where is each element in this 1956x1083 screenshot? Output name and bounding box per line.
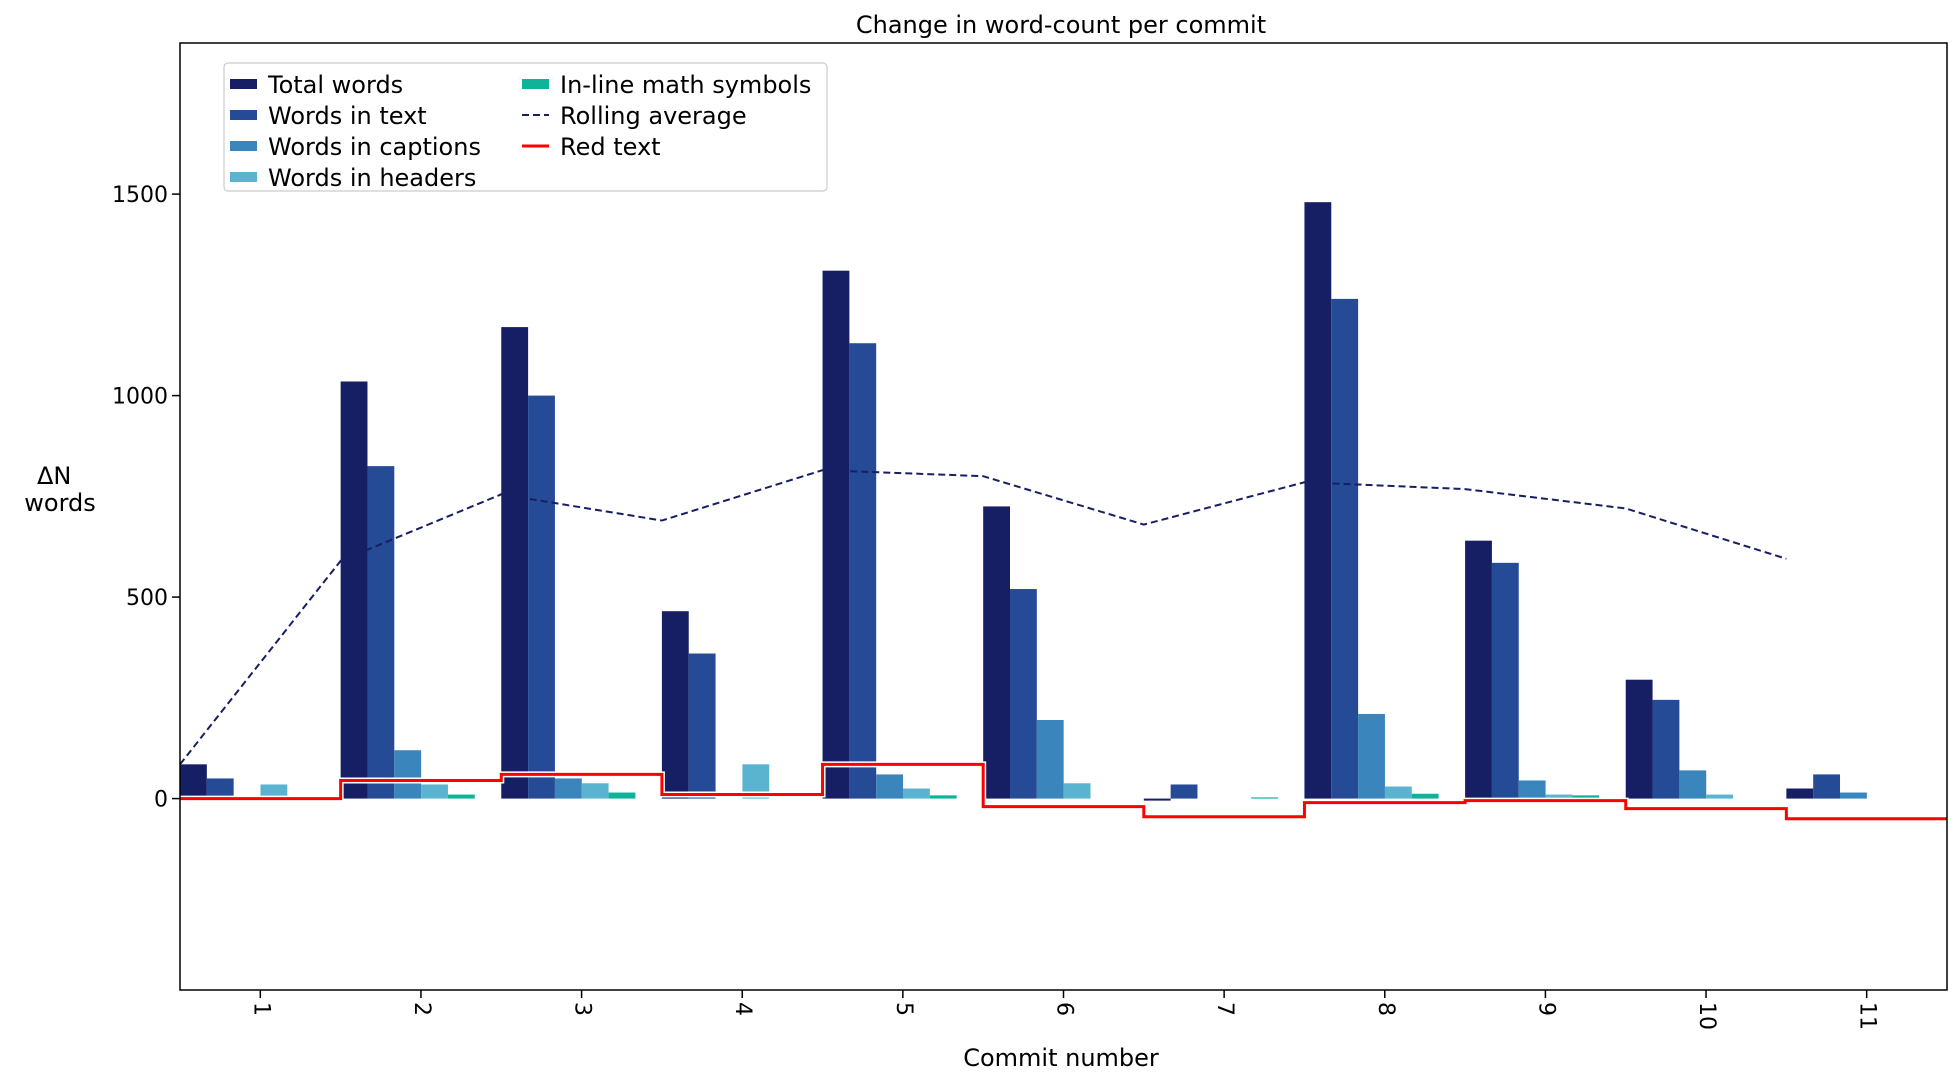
bar — [581, 783, 609, 799]
legend-label: Total words — [267, 71, 403, 99]
legend-swatch — [230, 110, 257, 120]
bar — [1384, 786, 1412, 799]
rolling-average-line — [179, 469, 1787, 765]
bar — [1331, 298, 1359, 799]
bar — [1143, 798, 1171, 801]
legend-label: Words in headers — [268, 164, 476, 192]
bar — [501, 327, 529, 799]
y-axis-ticks: 0 500 1000 1500 — [112, 183, 180, 813]
bar — [1036, 720, 1064, 799]
x-axis-ticks: 1 2 3 4 5 6 7 8 9 10 11 — [248, 990, 1880, 1030]
legend-swatch — [230, 141, 257, 151]
bar — [1786, 788, 1814, 799]
bar — [1491, 562, 1519, 799]
bar — [661, 611, 689, 799]
bar — [822, 270, 850, 799]
bar — [1304, 202, 1332, 799]
chart-title: Change in word-count per commit — [856, 11, 1266, 39]
y-tick-label: 1000 — [112, 385, 168, 410]
bar — [1251, 797, 1278, 799]
x-tick-label: 2 — [409, 1002, 434, 1016]
legend-frame — [223, 62, 828, 192]
bar — [340, 381, 368, 799]
y-axis-label-line: ΔN — [37, 462, 71, 490]
x-axis-label: Commit number — [963, 1044, 1159, 1072]
bar — [180, 764, 207, 799]
legend-label: In-line math symbols — [560, 71, 811, 99]
bar — [1411, 793, 1439, 799]
legend-swatch — [230, 79, 257, 89]
x-tick-label: 1 — [248, 1002, 273, 1016]
bar — [1358, 713, 1385, 799]
bar — [876, 774, 904, 799]
bar — [1063, 783, 1091, 799]
bar — [367, 466, 395, 799]
bar — [1010, 589, 1037, 799]
bar — [1840, 792, 1867, 799]
bar — [1625, 679, 1653, 799]
bar — [688, 653, 716, 799]
bar — [849, 343, 877, 799]
legend-label: Rolling average — [560, 102, 747, 130]
step-line — [180, 762, 1947, 821]
bar — [1679, 770, 1707, 799]
bar — [554, 778, 582, 799]
bar — [260, 784, 288, 799]
bar — [1518, 780, 1546, 799]
bar — [1813, 774, 1841, 799]
bar — [1652, 699, 1680, 799]
y-axis-label: ΔN words — [24, 462, 96, 517]
legend: Total words Words in text Words in caption… — [223, 62, 828, 192]
x-tick-label: 3 — [570, 1002, 595, 1016]
bar — [421, 784, 448, 799]
x-tick-label: 7 — [1212, 1002, 1237, 1016]
bar — [983, 506, 1011, 799]
x-tick-label: 11 — [1855, 1002, 1880, 1030]
x-tick-label: 9 — [1533, 1002, 1558, 1016]
y-tick-label: 1500 — [112, 183, 168, 208]
y-axis-label-line: words — [24, 489, 96, 517]
bar — [929, 795, 957, 799]
x-tick-label: 4 — [730, 1002, 755, 1016]
x-tick-label: 8 — [1373, 1002, 1398, 1016]
bar — [528, 395, 555, 799]
bar — [206, 778, 234, 799]
bar — [903, 788, 930, 799]
x-tick-label: 10 — [1694, 1002, 1719, 1030]
plot-frame — [179, 42, 1948, 991]
legend-label: Red text — [560, 133, 661, 161]
bar-series-group — [180, 202, 1867, 801]
y-tick-label: 0 — [154, 788, 168, 813]
legend-label: Words in captions — [268, 133, 481, 161]
bar — [1572, 795, 1600, 799]
bar — [447, 794, 475, 799]
bar — [1706, 794, 1734, 799]
bar — [1170, 784, 1198, 799]
y-tick-label: 500 — [126, 586, 168, 611]
legend-label: Words in text — [268, 102, 427, 130]
x-tick-label: 6 — [1052, 1002, 1077, 1016]
bar — [1465, 540, 1492, 799]
bar — [1545, 794, 1573, 799]
line-series-group — [179, 469, 1947, 822]
legend-swatch — [522, 79, 549, 89]
bar — [394, 750, 422, 799]
bar — [608, 792, 636, 799]
legend-swatch — [230, 172, 257, 182]
x-tick-label: 5 — [891, 1002, 916, 1016]
